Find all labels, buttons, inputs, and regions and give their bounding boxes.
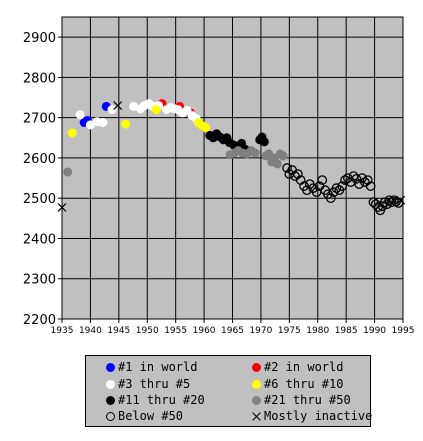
data-point [362,175,373,185]
legend-marker-filled-circle [106,380,115,389]
legend-item: #21 thru #50 [252,392,351,408]
legend-marker-open-circle [106,412,115,421]
data-point [317,175,328,185]
legend-label: Below #50 [118,409,184,423]
legend-marker-filled-circle [252,363,261,372]
data-point [151,105,161,115]
legend-label: #2 in world [264,360,344,374]
data-point [351,174,362,184]
y-axis: 2200 2300 2400 2500 2600 2700 2800 2900 [23,31,62,328]
data-point-x [113,101,123,111]
legend-item: #1 in world [106,359,197,375]
legend-label: Mostly inactive [264,409,373,423]
grid-lines [62,17,403,320]
legend-label: #6 thru #10 [264,377,344,391]
x-tick-label: 1975 [278,326,301,336]
data-point [259,137,269,147]
legend-marker-filled-circle [252,380,261,389]
y-tick-label: 2600 [23,152,56,167]
data-point [98,117,108,127]
legend-item: #2 in world [252,359,343,375]
y-tick-label: 2200 [23,313,56,328]
legend-label: #21 thru #50 [264,393,351,407]
data-point [107,105,117,115]
legend-marker-filled-circle [252,396,261,405]
data-point [272,159,282,169]
data-point [391,196,402,207]
legend-item: Mostly inactive [252,408,372,424]
x-tick-label: 1935 [51,326,74,336]
data-point [278,151,288,161]
y-tick-label: 2900 [23,31,56,46]
data-point [293,169,303,179]
y-tick-label: 2700 [23,112,56,127]
legend-marker-x-icon [252,412,261,421]
data-point [201,123,211,133]
data-point [282,163,292,173]
x-tick-label: 1940 [79,326,102,336]
data-point [386,197,397,208]
legend-item: #11 thru #20 [106,392,205,408]
x-tick-label: 1955 [164,326,187,336]
x-tick-label: 1995 [392,326,415,336]
y-tick-label: 2300 [23,273,56,288]
x-tick-label: 1960 [193,326,216,336]
data-point [379,197,390,208]
legend: #1 in world #2 in world #3 thru #5 #6 th… [85,355,372,427]
data-point [67,128,77,138]
data-point [325,193,336,204]
x-tick-label: 1950 [136,326,159,336]
data-point [85,120,95,130]
data-point [75,110,85,120]
legend-marker-filled-circle [106,363,115,372]
x-tick-label: 1970 [249,326,272,336]
legend-item: #3 thru #5 [106,376,190,392]
x-tick-label: 1985 [335,326,358,336]
data-point [370,199,381,210]
data-point [129,101,139,111]
y-tick-label: 2500 [23,192,56,207]
legend-label: #11 thru #20 [118,393,205,407]
legend-marker-filled-circle [106,396,115,405]
data-point [354,179,365,189]
data-point [365,181,376,191]
data-point [393,198,404,208]
x-axis: 1935 1940 1945 1950 1955 1960 1965 1970 1975 1980… [51,319,415,336]
x-tick-label: 1945 [107,326,130,336]
data-point-x [396,195,406,205]
y-tick-label: 2800 [23,71,56,86]
legend-label: #3 thru #5 [118,377,191,391]
legend-item: #6 thru #10 [252,376,343,392]
x-tick-label: 1990 [363,326,386,336]
data-point [121,119,131,129]
x-tick-label: 1965 [221,326,244,336]
data-point [384,195,395,206]
x-tick-label: 1980 [306,326,329,336]
data-point [63,167,73,177]
data-point-x [57,203,67,212]
legend-item: Below #50 [106,408,183,424]
data-points [57,99,406,216]
legend-label: #1 in world [118,360,198,374]
data-point [340,175,350,185]
data-point [250,148,260,158]
y-tick-label: 2400 [23,232,56,247]
data-point [331,183,342,193]
data-point [302,185,312,195]
data-point [337,181,348,191]
